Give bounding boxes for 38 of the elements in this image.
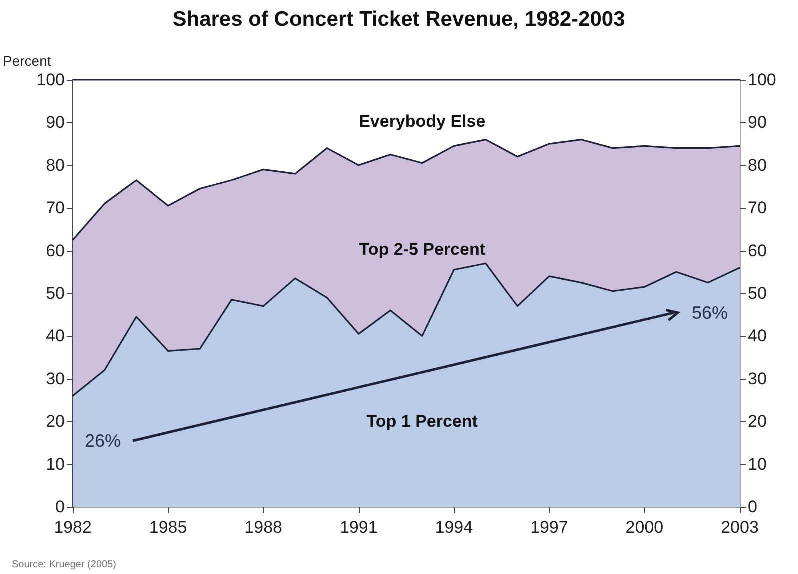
y2-tick-label: 10 xyxy=(748,454,767,474)
y-tick-label: 0 xyxy=(56,498,65,516)
y-tick-label: 80 xyxy=(46,156,65,175)
y2-tick-label: 100 xyxy=(748,70,776,90)
series-label: Top 2-5 Percent xyxy=(359,240,486,260)
x-tick-label: 1994 xyxy=(435,518,474,537)
y2-tick-label: 90 xyxy=(748,113,767,132)
x-tick-label: 2003 xyxy=(721,518,759,537)
y-tick-label: 30 xyxy=(46,369,65,388)
y2-tick-label: 0 xyxy=(748,498,758,516)
y-tick-label: 20 xyxy=(46,412,65,432)
x-tick-label: 1991 xyxy=(340,518,378,537)
y2-tick-label: 50 xyxy=(748,284,767,303)
y2-tick-label: 60 xyxy=(748,241,767,260)
x-tick-label: 1985 xyxy=(149,518,188,537)
y-tick-label: 70 xyxy=(46,198,65,218)
source-note: Source: Krueger (2005) xyxy=(12,560,117,570)
x-tick-label: 1997 xyxy=(530,518,568,537)
x-tick-label: 1988 xyxy=(244,518,282,537)
y2-tick-label: 80 xyxy=(748,156,767,175)
y-tick-label: 100 xyxy=(36,70,65,90)
y2-tick-label: 30 xyxy=(748,369,767,388)
y-tick-label: 40 xyxy=(46,326,65,346)
series-label: Everybody Else xyxy=(359,112,486,132)
chart-title: Shares of Concert Ticket Revenue, 1982-2003 xyxy=(172,8,626,31)
annotation: 56% xyxy=(692,302,728,323)
y2-tick-label: 20 xyxy=(748,412,767,432)
series-label: Top 1 Percent xyxy=(366,412,478,432)
y2-tick-label: 70 xyxy=(748,198,767,218)
y2-tick-label: 40 xyxy=(748,326,767,346)
y-tick-label: 10 xyxy=(46,454,65,474)
x-tick-label: 1982 xyxy=(54,518,92,537)
y-tick-label: 50 xyxy=(46,284,65,303)
y-tick-label: 60 xyxy=(46,241,65,260)
x-tick-label: 2000 xyxy=(626,518,664,537)
y-axis-title: Percent xyxy=(3,53,52,69)
annotation: 26% xyxy=(85,430,122,451)
y-tick-label: 90 xyxy=(46,113,65,132)
